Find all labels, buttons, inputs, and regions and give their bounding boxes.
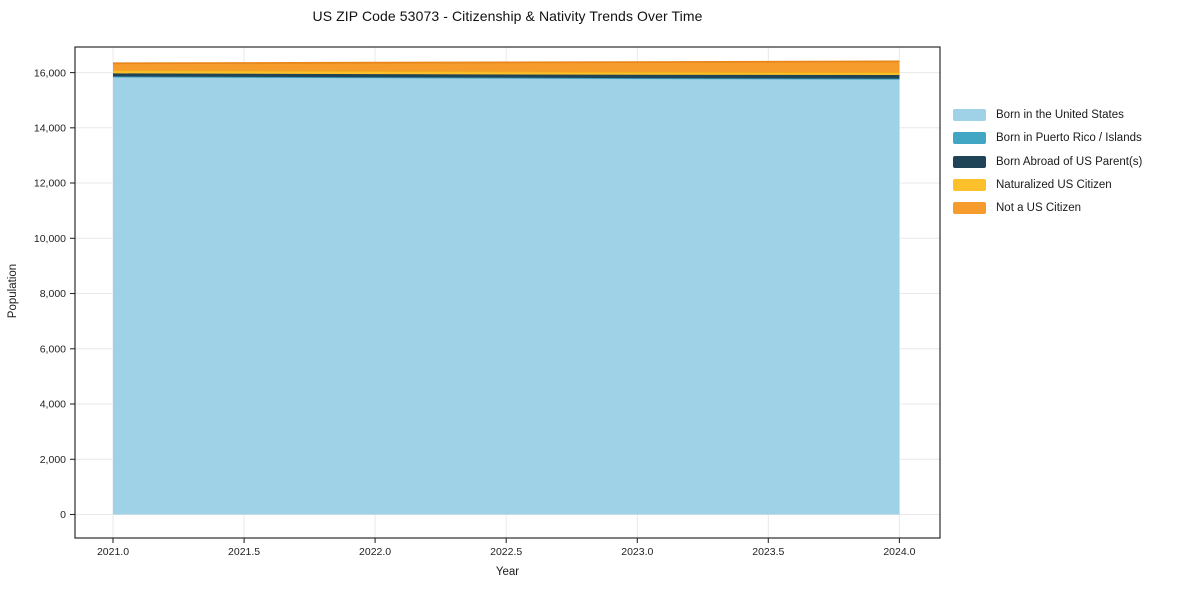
x-tick-label: 2021.5: [228, 546, 260, 558]
x-tick-label: 2022.0: [359, 546, 391, 558]
legend-item-born-in-puerto-rico: Born in Puerto Rico / Islands: [953, 132, 1142, 145]
y-tick-label: 14,000: [34, 123, 66, 135]
y-tick-label: 12,000: [34, 178, 66, 190]
legend-label: Naturalized US Citizen: [996, 178, 1112, 191]
stacked-areas: [112, 60, 900, 515]
area-top-edge: [112, 60, 900, 65]
legend-label: Born Abroad of US Parent(s): [996, 155, 1143, 168]
x-axis-label: Year: [495, 566, 520, 578]
legend-item-born-in-us: Born in the United States: [953, 109, 1142, 121]
legend-label: Born in the United States: [996, 109, 1124, 121]
legend-item-naturalized: Naturalized US Citizen: [953, 178, 1142, 191]
legend-swatch-born-in-puerto-rico: [953, 132, 986, 145]
legend-label: Not a US Citizen: [996, 202, 1082, 215]
legend: Born in the United States Born in Puerto…: [953, 109, 1142, 225]
legend-swatch-born-in-us: [953, 109, 986, 121]
y-tick-label: 8,000: [40, 288, 66, 300]
y-tick-label: 16,000: [34, 67, 66, 79]
y-tick-label: 0: [60, 509, 66, 521]
legend-item-born-abroad: Born Abroad of US Parent(s): [953, 155, 1143, 168]
x-tick-label: 2023.0: [621, 546, 653, 558]
x-ticks: 2021.0 2021.5 2022.0 2022.5 2023.0 2023.5 2024…: [97, 538, 916, 558]
y-tick-label: 4,000: [40, 399, 66, 411]
chart-title: US ZIP Code 53073 - Citizenship & Nativi…: [312, 8, 703, 24]
legend-item-not-a-citizen: Not a US Citizen: [953, 202, 1142, 215]
area-series: [113, 61, 900, 73]
legend-label: Born in Puerto Rico / Islands: [996, 132, 1142, 145]
legend-swatch-naturalized: [953, 178, 986, 191]
plot-border: [74, 46, 941, 539]
y-tick-label: 2,000: [40, 454, 66, 466]
x-tick-label: 2022.5: [490, 546, 522, 558]
area-series: [113, 76, 900, 515]
y-tick-label: 6,000: [40, 344, 66, 356]
legend-swatch-not-a-citizen: [953, 202, 986, 215]
legend-swatch-born-abroad: [953, 155, 986, 168]
y-ticks: 0 2,000 4,000 6,000 8,000 10,000 12,000 14,000 1…: [34, 67, 75, 521]
y-axis-label: Population: [7, 263, 19, 319]
x-tick-label: 2023.5: [752, 546, 784, 558]
x-tick-label: 2024.0: [883, 546, 915, 558]
x-tick-label: 2021.0: [97, 546, 129, 558]
y-tick-label: 10,000: [34, 233, 66, 245]
